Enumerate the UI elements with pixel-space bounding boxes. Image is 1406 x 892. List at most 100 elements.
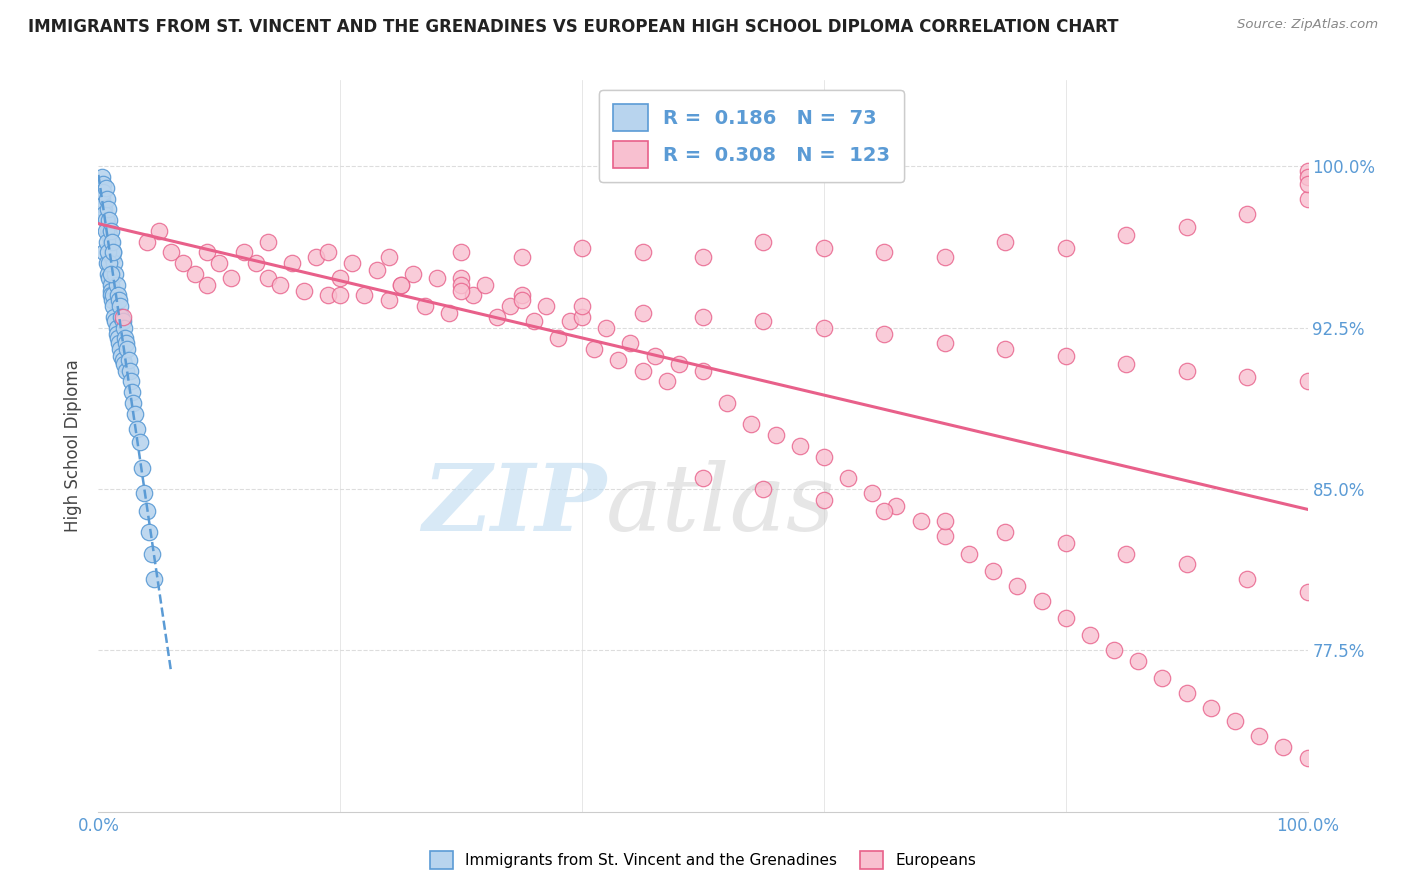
Point: [910, 514, 932, 528]
Point: [256, 271, 278, 285]
Point: [595, 320, 617, 334]
Point: [91, 185, 114, 199]
Point: [1296, 751, 1319, 765]
Point: [104, 314, 127, 328]
Point: [117, 342, 139, 356]
Point: [97, 202, 120, 217]
Point: [1249, 730, 1271, 744]
Point: [135, 235, 157, 249]
Point: [97, 267, 120, 281]
Point: [108, 293, 131, 307]
Point: [1054, 241, 1077, 255]
Point: [112, 357, 135, 371]
Point: [1054, 349, 1077, 363]
Point: [510, 288, 533, 302]
Point: [934, 529, 956, 543]
Point: [607, 353, 630, 368]
Point: [765, 428, 787, 442]
Point: [1152, 671, 1174, 685]
Point: [1223, 714, 1246, 729]
Point: [101, 245, 124, 260]
Point: [208, 256, 231, 270]
Point: [245, 256, 267, 270]
Point: [1199, 701, 1222, 715]
Point: [100, 288, 122, 302]
Point: [292, 284, 315, 298]
Point: [305, 250, 328, 264]
Point: [474, 277, 496, 292]
Point: [1007, 579, 1029, 593]
Point: [994, 524, 1017, 539]
Point: [994, 235, 1017, 249]
Point: [1296, 375, 1319, 389]
Point: [98, 271, 121, 285]
Point: [101, 299, 124, 313]
Point: [1236, 573, 1258, 587]
Point: [813, 320, 835, 334]
Point: [752, 314, 775, 328]
Point: [740, 417, 762, 432]
Point: [96, 256, 118, 270]
Point: [93, 202, 115, 217]
Point: [1236, 207, 1258, 221]
Point: [413, 299, 436, 313]
Point: [111, 353, 134, 368]
Point: [111, 314, 134, 328]
Point: [100, 267, 122, 281]
Point: [94, 224, 117, 238]
Point: [135, 503, 157, 517]
Point: [115, 364, 138, 378]
Point: [128, 434, 150, 449]
Point: [221, 271, 243, 285]
Point: [789, 439, 811, 453]
Point: [692, 250, 714, 264]
Point: [100, 284, 122, 298]
Point: [195, 277, 218, 292]
Point: [716, 396, 738, 410]
Point: [752, 482, 775, 496]
Point: [510, 293, 533, 307]
Point: [103, 310, 125, 324]
Point: [1175, 219, 1198, 234]
Point: [934, 250, 956, 264]
Point: [813, 241, 835, 255]
Point: [619, 335, 641, 350]
Text: ZIP: ZIP: [422, 459, 606, 549]
Point: [534, 299, 557, 313]
Text: atlas: atlas: [606, 459, 835, 549]
Point: [105, 320, 128, 334]
Point: [329, 288, 352, 302]
Point: [752, 235, 775, 249]
Point: [100, 224, 122, 238]
Point: [107, 331, 129, 345]
Point: [1102, 643, 1125, 657]
Point: [94, 181, 117, 195]
Text: IMMIGRANTS FROM ST. VINCENT AND THE GRENADINES VS EUROPEAN HIGH SCHOOL DIPLOMA C: IMMIGRANTS FROM ST. VINCENT AND THE GREN…: [28, 18, 1119, 36]
Point: [103, 256, 125, 270]
Point: [1115, 357, 1137, 371]
Point: [256, 235, 278, 249]
Point: [108, 335, 131, 350]
Point: [127, 422, 149, 436]
Point: [377, 293, 399, 307]
Point: [377, 250, 399, 264]
Point: [141, 547, 163, 561]
Point: [571, 241, 593, 255]
Point: [463, 288, 485, 302]
Point: [873, 245, 896, 260]
Text: Source: ZipAtlas.com: Source: ZipAtlas.com: [1237, 18, 1378, 31]
Point: [1296, 163, 1319, 178]
Point: [1078, 628, 1101, 642]
Point: [91, 198, 114, 212]
Point: [108, 299, 131, 313]
Point: [934, 514, 956, 528]
Point: [571, 299, 593, 313]
Point: [1175, 558, 1198, 572]
Point: [93, 207, 115, 221]
Point: [934, 335, 956, 350]
Point: [134, 486, 156, 500]
Point: [100, 235, 122, 249]
Point: [692, 310, 714, 324]
Point: [131, 460, 153, 475]
Point: [523, 314, 546, 328]
